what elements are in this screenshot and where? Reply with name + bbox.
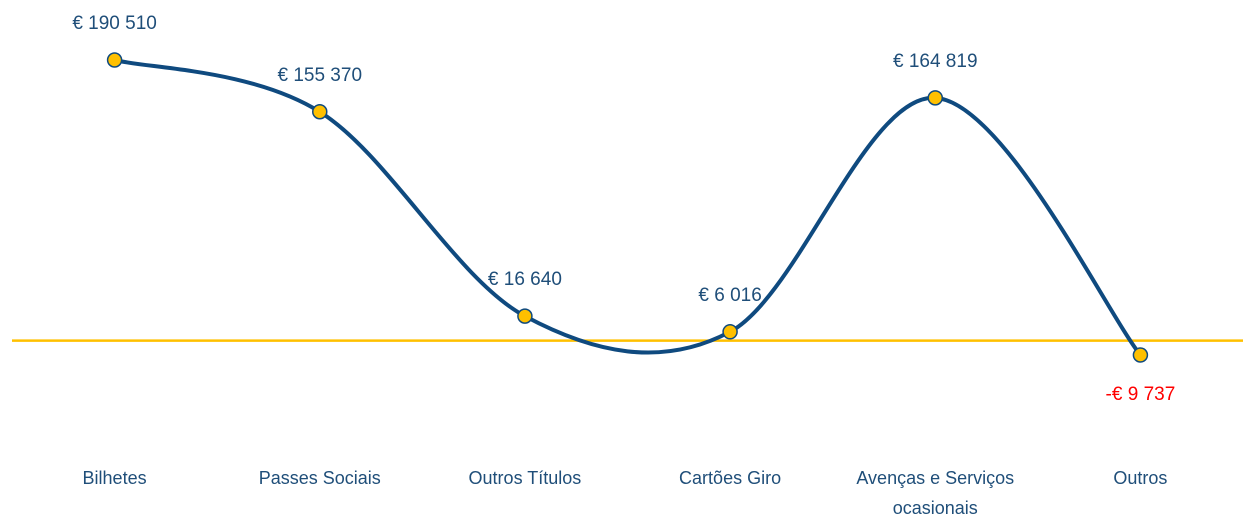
marker bbox=[927, 90, 943, 106]
data-label: € 155 370 bbox=[277, 65, 362, 86]
data-label: € 6 016 bbox=[698, 285, 761, 306]
x-tick-label: Outros bbox=[1113, 468, 1168, 488]
x-tick-label: Bilhetes bbox=[82, 468, 147, 488]
x-tick-label: Outros Títulos bbox=[468, 468, 582, 488]
line bbox=[114, 58, 1142, 357]
data-label: € 164 819 bbox=[893, 51, 978, 72]
marker bbox=[312, 104, 328, 120]
data-label: € 16 640 bbox=[488, 269, 562, 290]
data-label: € 190 510 bbox=[72, 13, 157, 34]
marker bbox=[106, 52, 123, 68]
x-tick-label: Cartões Giro bbox=[679, 468, 782, 488]
marker bbox=[517, 308, 533, 324]
marker bbox=[722, 324, 738, 340]
marker bbox=[1132, 347, 1149, 363]
data-label: -€ 9 737 bbox=[1106, 384, 1176, 405]
x-tick-label: Passes Sociais bbox=[258, 468, 381, 488]
x-tick-label: Avenças e Serviços ocasionais bbox=[856, 468, 1015, 517]
